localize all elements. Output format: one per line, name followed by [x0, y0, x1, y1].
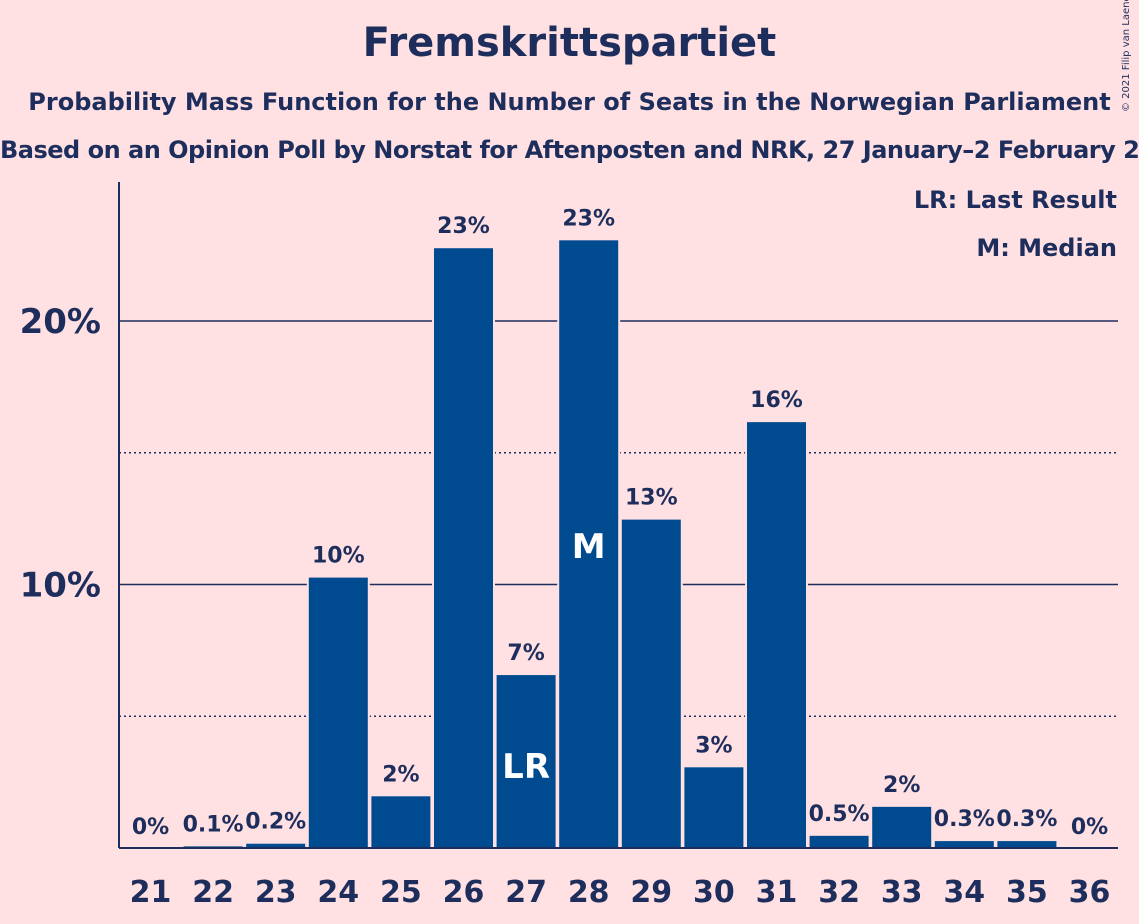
x-tick-label: 24	[317, 875, 359, 910]
data-label: 2%	[883, 773, 920, 798]
x-tick-label: 33	[881, 875, 923, 910]
x-tick-label: 22	[192, 875, 234, 910]
bar-seat-35	[995, 839, 1059, 849]
x-tick-label: 36	[1069, 875, 1111, 910]
bar-seat-34	[932, 839, 996, 849]
data-label: 13%	[625, 486, 678, 511]
bar-seat-28	[557, 238, 621, 849]
legend-median: M: Median	[976, 234, 1117, 262]
x-tick-label: 25	[380, 875, 422, 910]
x-tick-label: 31	[756, 875, 798, 910]
data-label: 0.3%	[934, 807, 995, 832]
data-label: 0.3%	[996, 807, 1057, 832]
data-label: 7%	[507, 641, 544, 666]
chart-subtitle: Probability Mass Function for the Number…	[28, 88, 1111, 116]
bar-seat-27	[494, 673, 558, 850]
data-label: 23%	[437, 214, 490, 239]
x-tick-label: 21	[130, 875, 172, 910]
x-tick-label: 26	[443, 875, 485, 910]
x-tick-label: 30	[693, 875, 735, 910]
data-label: 16%	[750, 388, 803, 413]
bar-seat-26	[432, 246, 495, 850]
bar-seat-31	[745, 420, 808, 849]
median-marker: M	[572, 527, 606, 567]
data-label: 10%	[312, 544, 365, 569]
bar-seat-24	[306, 575, 370, 849]
y-tick-label: 20%	[20, 302, 101, 342]
data-label: 0%	[1071, 815, 1108, 840]
bar-seat-33	[870, 804, 934, 850]
data-label: 0.1%	[183, 812, 244, 837]
chart-title: Fremskrittspartiet	[362, 20, 777, 66]
y-tick-label: 10%	[20, 566, 101, 606]
x-tick-label: 23	[255, 875, 297, 910]
x-tick-label: 29	[630, 875, 672, 910]
chart-source-line: Based on an Opinion Poll by Norstat for …	[0, 136, 1139, 164]
data-label: 3%	[695, 733, 732, 758]
x-tick-label: 34	[943, 875, 985, 910]
data-label: 23%	[562, 206, 615, 231]
bar-seat-25	[369, 794, 433, 849]
x-tick-label: 28	[568, 875, 610, 910]
legend-last-result: LR: Last Result	[913, 186, 1117, 214]
data-label: 0%	[132, 815, 169, 840]
bar-seat-32	[807, 833, 871, 850]
x-tick-label: 32	[818, 875, 860, 910]
last-result-marker: LR	[502, 747, 550, 787]
data-label: 0.2%	[245, 810, 306, 835]
data-label: 0.5%	[809, 802, 870, 827]
bar-seat-30	[682, 765, 746, 849]
bar-seat-29	[619, 517, 683, 849]
x-tick-label: 35	[1006, 875, 1048, 910]
x-tick-label: 27	[505, 875, 547, 910]
data-label: 2%	[382, 762, 419, 787]
